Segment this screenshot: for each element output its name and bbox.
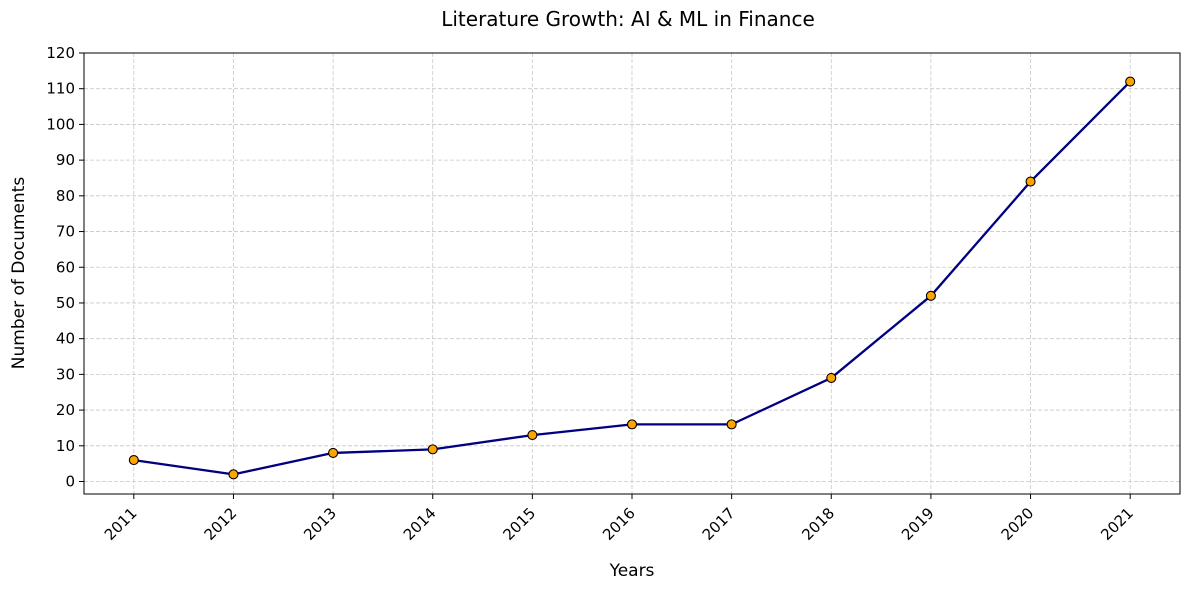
x-tick-label: 2018 [798, 504, 838, 544]
y-tick-label: 80 [56, 187, 75, 205]
data-point [328, 447, 339, 458]
y-tick-label: 90 [56, 151, 75, 169]
data-point [925, 290, 936, 301]
y-tick-label: 120 [46, 44, 75, 62]
y-tick-label: 0 [65, 473, 75, 491]
y-tick-label: 110 [46, 80, 75, 98]
x-tick-label: 2015 [499, 504, 539, 544]
chart-title: Literature Growth: AI & ML in Finance [441, 7, 815, 31]
x-tick-label: 2016 [599, 504, 639, 544]
x-tick-label: 2021 [1097, 504, 1137, 544]
y-tick-label: 70 [56, 223, 75, 241]
y-tick-label: 40 [56, 330, 75, 348]
x-tick-label: 2017 [699, 504, 739, 544]
data-point [128, 455, 139, 466]
data-point [626, 419, 638, 430]
y-axis: 0 10 20 30 40 50 60 70 80 90 100 110 120 [46, 44, 84, 491]
data-point [527, 430, 538, 441]
x-tick-label: 2014 [400, 504, 440, 544]
x-tick-label: 2012 [201, 504, 241, 544]
y-tick-label: 20 [56, 401, 75, 419]
y-tick-label: 50 [56, 294, 75, 312]
data-point [1025, 176, 1036, 187]
x-tick-label: 2019 [898, 504, 938, 544]
data-point [228, 469, 239, 480]
x-tick-label: 2013 [300, 504, 340, 544]
data-point [826, 372, 837, 383]
marker-layer [128, 76, 1136, 480]
data-point [427, 444, 438, 455]
y-axis-label: Number of Documents [9, 177, 29, 370]
data-point [1125, 76, 1136, 87]
y-tick-label: 100 [46, 115, 75, 133]
y-tick-label: 60 [56, 258, 75, 276]
y-tick-label: 10 [56, 437, 75, 455]
x-axis-label: Years [609, 561, 655, 581]
y-tick-label: 30 [56, 365, 75, 383]
x-tick-label: 2020 [998, 504, 1038, 544]
x-axis: 2011 2012 2013 2014 2015 2016 2017 2018 2019 2020… [101, 494, 1137, 544]
data-point [726, 419, 737, 430]
x-tick-label: 2011 [101, 504, 141, 544]
